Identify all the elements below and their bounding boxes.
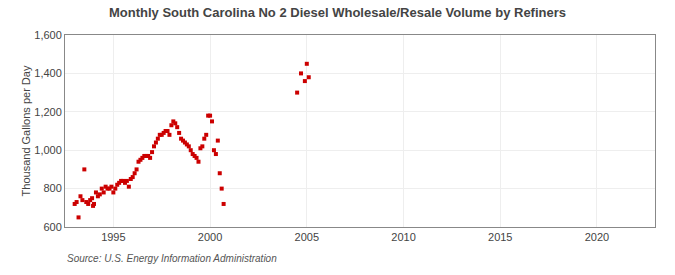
- svg-text:800: 800: [43, 182, 61, 194]
- svg-text:2010: 2010: [391, 231, 415, 243]
- svg-text:1995: 1995: [101, 231, 125, 243]
- svg-text:Monthly South Carolina No 2 Di: Monthly South Carolina No 2 Diesel Whole…: [109, 5, 566, 20]
- svg-text:2015: 2015: [488, 231, 512, 243]
- svg-text:Source: U.S. Energy Informatio: Source: U.S. Energy Information Administ…: [67, 253, 277, 264]
- svg-text:1,000: 1,000: [34, 144, 62, 156]
- svg-text:1,400: 1,400: [34, 67, 62, 79]
- svg-text:600: 600: [43, 221, 61, 233]
- svg-text:2000: 2000: [198, 231, 222, 243]
- svg-text:2005: 2005: [295, 231, 319, 243]
- svg-text:2020: 2020: [585, 231, 609, 243]
- svg-text:1,200: 1,200: [34, 106, 62, 118]
- svg-text:1,600: 1,600: [34, 29, 62, 41]
- svg-text:Thousand Gallons per Day: Thousand Gallons per Day: [20, 65, 32, 196]
